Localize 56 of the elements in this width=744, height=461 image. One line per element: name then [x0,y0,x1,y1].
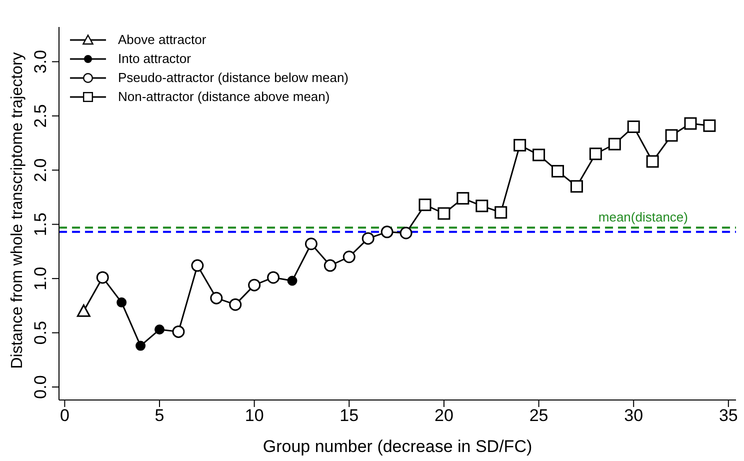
point [362,232,374,245]
legend-label: Into attractor [118,50,191,68]
point [438,207,450,220]
point [191,259,204,272]
point [646,155,659,168]
y-tick-label: 3.0 [31,50,50,74]
point [456,192,470,205]
point [400,226,412,240]
point [229,298,242,311]
point [608,138,621,150]
x-tick-label: 5 [154,406,164,426]
point [287,276,298,286]
point [476,200,488,212]
point [116,297,127,308]
y-tick-label: 2.5 [31,104,50,128]
legend-label: Above attractor [118,31,206,49]
point [684,117,697,130]
ref-line-label: mean(distance) [598,210,688,225]
point [96,271,109,284]
x-tick-label: 15 [340,406,359,426]
point [665,129,678,142]
point [248,278,261,292]
point [551,164,564,178]
legend-label: Pseudo-attractor (distance below mean) [118,69,349,87]
y-tick-label: 0.5 [31,320,50,345]
point [267,271,280,284]
point [514,138,526,152]
point [136,340,146,351]
y-axis-title: Distance from whole transcriptome trajectory [9,52,26,369]
point [494,206,508,219]
y-tick-label: 1.0 [31,266,50,290]
x-tick-label: 10 [244,406,264,426]
point [324,259,336,272]
point [172,325,185,338]
point [570,180,583,193]
x-tick-label: 0 [60,406,70,426]
y-tick-label: 0.0 [31,375,50,399]
point [342,250,356,264]
point [627,120,640,134]
point [210,292,223,304]
y-tick-label: 2.0 [31,158,50,182]
y-tick-label: 1.5 [31,212,50,236]
x-tick-label: 30 [624,406,644,426]
x-tick-label: 25 [529,406,548,426]
point [154,324,165,335]
point [532,148,546,162]
point [304,238,318,250]
legend-label: Non-attractor (distance above mean) [118,88,330,106]
x-tick-label: 35 [718,406,738,426]
point [418,198,432,212]
point [589,148,602,160]
x-tick-label: 20 [434,406,454,426]
point [380,226,394,238]
point [76,304,90,317]
x-axis-title: Group number (decrease in SD/FC) [262,437,532,456]
point [703,119,716,132]
